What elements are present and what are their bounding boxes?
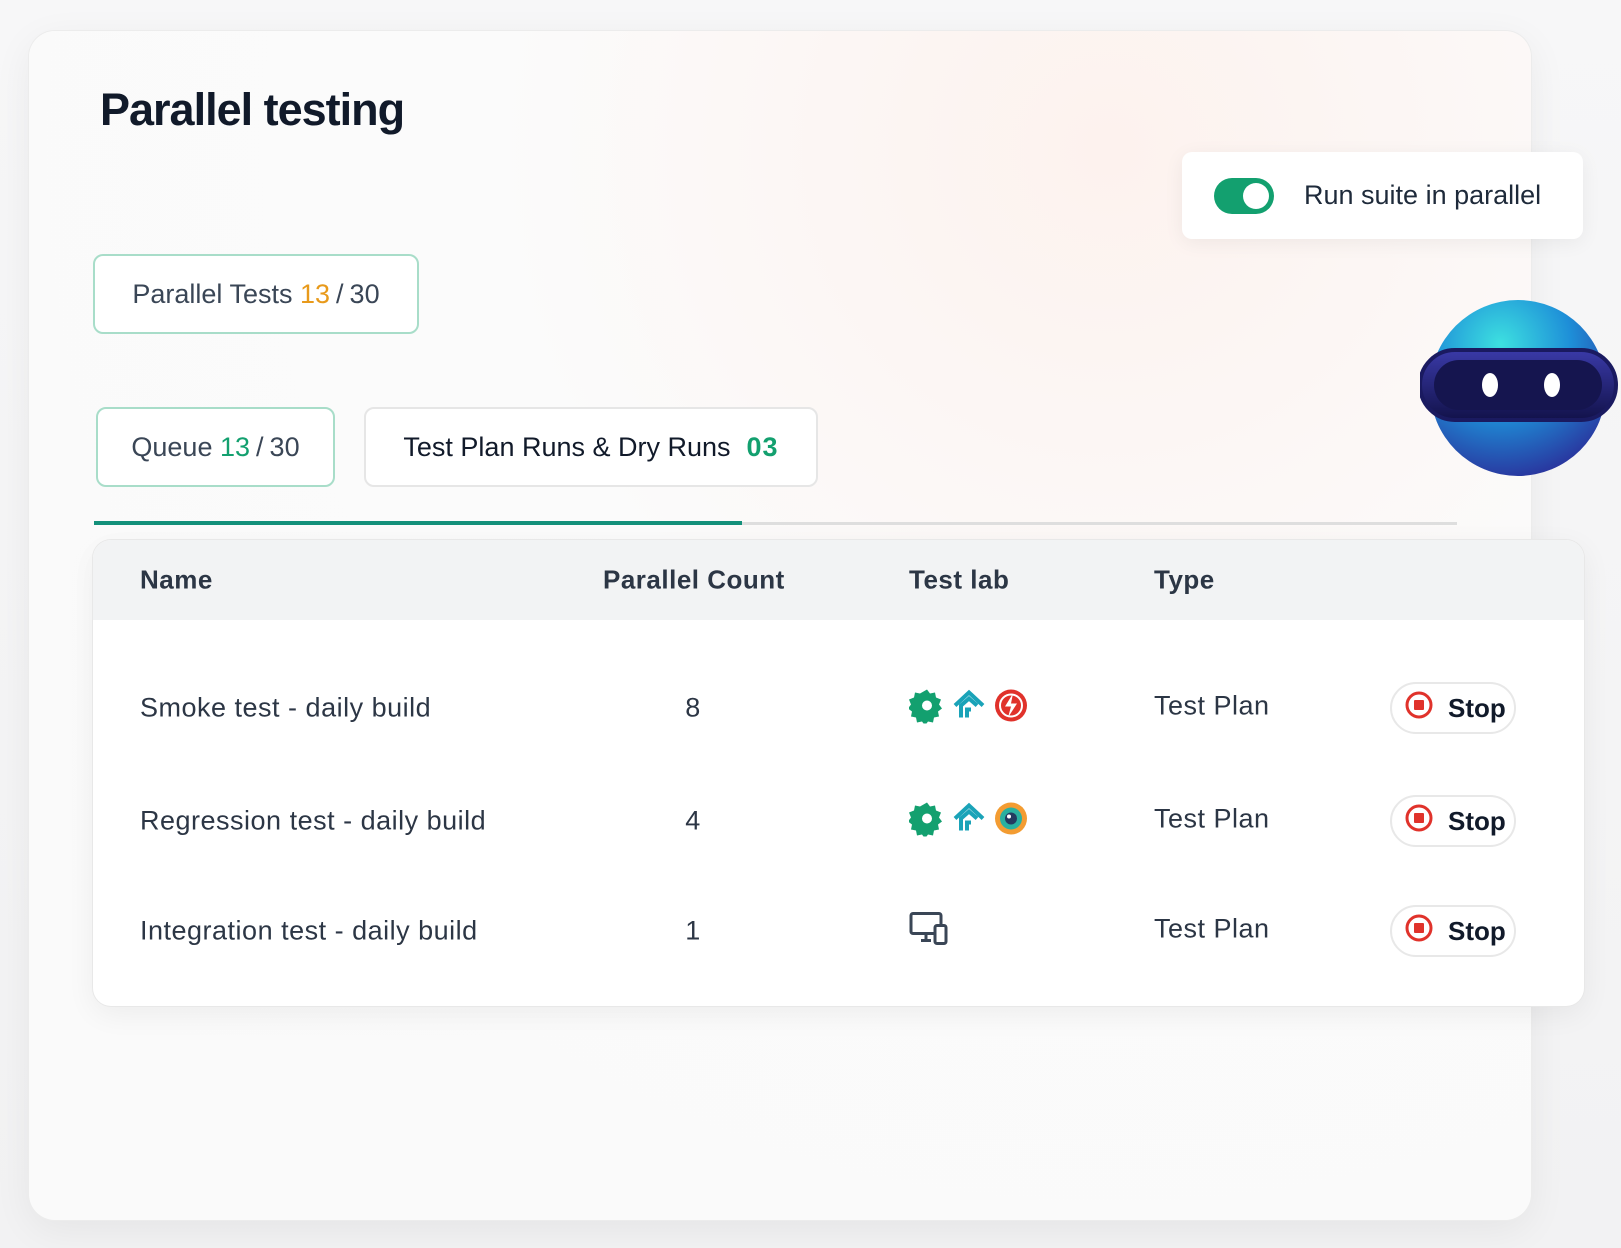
parallel-tests-counter: Parallel Tests 13/30 bbox=[93, 254, 419, 334]
counter-separator: / bbox=[336, 278, 344, 309]
tab-total: 30 bbox=[269, 431, 300, 462]
row-count: 8 bbox=[685, 692, 701, 723]
row-count: 4 bbox=[685, 805, 701, 836]
tab-label: Queue bbox=[131, 431, 213, 462]
lab-icon bbox=[909, 911, 949, 952]
tab-count: 03 bbox=[746, 431, 779, 462]
column-header: Name bbox=[140, 564, 213, 595]
counter-total: 30 bbox=[349, 278, 380, 309]
stop-label: Stop bbox=[1448, 692, 1506, 723]
row-type: Test Plan bbox=[1154, 690, 1270, 721]
row-name: Smoke test - daily build bbox=[140, 692, 432, 723]
stop-button[interactable]: Stop bbox=[1390, 795, 1516, 847]
stop-icon bbox=[1404, 803, 1434, 840]
toggle-label: Run suite in parallel bbox=[1304, 180, 1542, 210]
robot-mascot bbox=[1420, 300, 1618, 476]
row-type: Test Plan bbox=[1154, 803, 1270, 834]
lab-icon bbox=[908, 801, 945, 842]
test-lab-icons bbox=[908, 801, 1029, 842]
column-header: Test lab bbox=[909, 564, 1010, 595]
lab-icon bbox=[951, 688, 987, 729]
row-type: Test Plan bbox=[1154, 913, 1270, 944]
tab-underline bbox=[94, 522, 1457, 525]
row-name: Regression test - daily build bbox=[140, 805, 487, 836]
tab-label: Test Plan Runs & Dry Runs bbox=[403, 431, 731, 462]
row-count: 1 bbox=[685, 915, 701, 946]
test-lab-icons bbox=[909, 911, 949, 952]
parallel-toggle[interactable]: Run suite in parallel bbox=[1182, 152, 1583, 239]
tab-separator: / bbox=[256, 431, 264, 462]
stop-button[interactable]: Stop bbox=[1390, 905, 1516, 957]
column-header: Parallel Count bbox=[603, 564, 785, 595]
toggle-switch[interactable] bbox=[1214, 177, 1274, 214]
stop-icon bbox=[1404, 690, 1434, 727]
runs-table: Name Parallel Count Test lab Type Smoke test… bbox=[93, 540, 1584, 1006]
stop-label: Stop bbox=[1448, 805, 1506, 836]
counter-label: Parallel Tests bbox=[132, 278, 293, 309]
counter-used: 13 bbox=[299, 278, 331, 309]
queue-tab[interactable]: Queue 13/30 bbox=[96, 407, 335, 487]
page-title: Parallel testing bbox=[100, 84, 405, 135]
lab-icon bbox=[993, 801, 1029, 842]
table-header bbox=[93, 540, 1584, 620]
lab-icon bbox=[951, 801, 987, 842]
column-header: Type bbox=[1154, 564, 1215, 595]
test-lab-icons bbox=[908, 688, 1029, 729]
active-tab-indicator bbox=[94, 521, 742, 525]
lab-icon bbox=[908, 688, 945, 729]
stop-label: Stop bbox=[1448, 915, 1506, 946]
stop-icon bbox=[1404, 913, 1434, 950]
test-plan-runs-tab[interactable]: Test Plan Runs & Dry Runs 03 bbox=[364, 407, 818, 487]
stop-button[interactable]: Stop bbox=[1390, 682, 1516, 734]
tab-used: 13 bbox=[219, 431, 251, 462]
row-name: Integration test - daily build bbox=[140, 915, 478, 946]
lab-icon bbox=[993, 688, 1029, 729]
